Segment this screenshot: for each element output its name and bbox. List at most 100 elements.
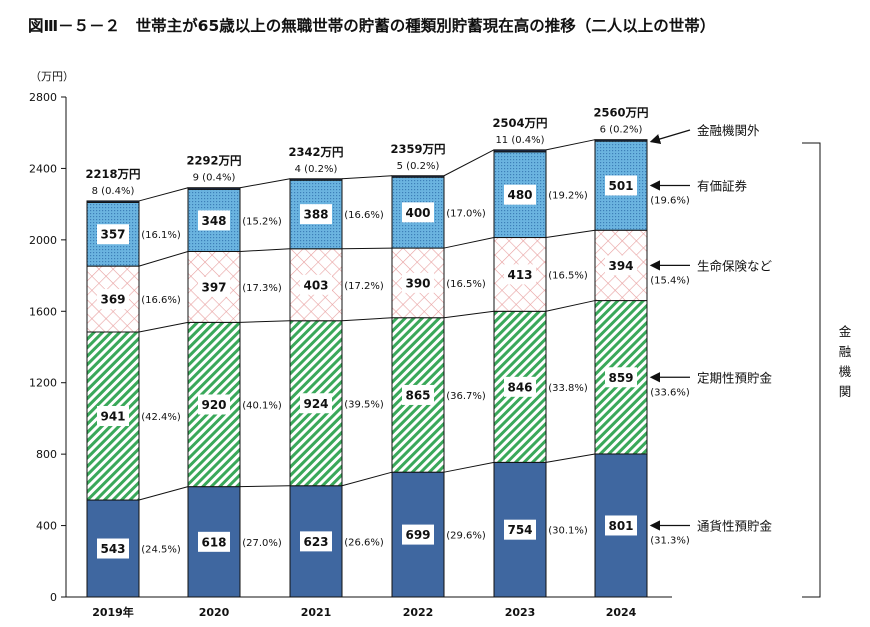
data-label-box — [198, 276, 230, 297]
y-axis-label: （万円） — [30, 70, 74, 83]
legend-label: 金融機関外 — [697, 123, 760, 138]
data-label: 11 (0.4%) — [495, 135, 544, 146]
data-label: 6 (0.2%) — [600, 125, 643, 136]
connector-line — [443, 237, 495, 249]
total-label: 2342万円 — [288, 145, 343, 159]
share-label: (15.2%) — [242, 216, 282, 227]
data-label-box — [402, 524, 434, 545]
data-label-box — [402, 202, 434, 223]
data-label-box — [605, 515, 637, 536]
connector-line — [138, 486, 189, 501]
data-label: 865 — [405, 388, 430, 402]
connector-line — [545, 139, 596, 151]
share-label: (27.0%) — [242, 538, 282, 549]
y-tick-label: 2800 — [29, 91, 57, 104]
share-label: (24.5%) — [141, 545, 181, 556]
bar-segment — [493, 149, 547, 153]
bar-segment — [594, 139, 648, 142]
connector-line — [443, 461, 495, 473]
legend-label: 生命保険など — [697, 258, 773, 273]
data-label: 924 — [303, 397, 328, 411]
data-label: 9 (0.4%) — [193, 173, 236, 184]
x-tick-label: 2024 — [606, 606, 637, 619]
data-label-box — [198, 210, 230, 231]
y-tick-label: 800 — [36, 448, 57, 461]
data-label-box — [97, 406, 129, 427]
share-label: (17.2%) — [344, 281, 384, 292]
data-label: 8 (0.4%) — [92, 186, 135, 197]
share-label: (16.5%) — [446, 279, 486, 290]
legend-label: 通貨性預貯金 — [697, 518, 773, 533]
share-label: (16.1%) — [141, 230, 181, 241]
data-label-box — [605, 367, 637, 388]
data-label-box — [198, 531, 230, 552]
data-label-box — [300, 274, 332, 295]
data-label: 754 — [507, 523, 532, 537]
x-tick-label: 2022 — [403, 606, 434, 619]
data-label: 543 — [100, 542, 125, 556]
data-label: 4 (0.2%) — [295, 164, 338, 175]
data-label-box — [97, 289, 129, 310]
total-label: 2504万円 — [492, 116, 547, 130]
y-tick-label: 1200 — [29, 377, 57, 390]
data-label-box — [300, 393, 332, 414]
share-label: (33.8%) — [548, 383, 588, 394]
share-label: (15.4%) — [650, 275, 690, 286]
share-label: (16.6%) — [344, 210, 384, 221]
data-label: 400 — [405, 206, 430, 220]
data-label: 5 (0.2%) — [397, 161, 440, 172]
bracket-label-char: 金 — [839, 324, 852, 339]
connector-line — [341, 175, 393, 180]
y-tick-label: 1600 — [29, 305, 57, 318]
data-label: 920 — [201, 398, 226, 412]
legend-label: 有価証券 — [697, 178, 748, 193]
bracket — [802, 142, 821, 598]
share-label: (31.3%) — [650, 535, 690, 546]
share-label: (26.6%) — [344, 537, 384, 548]
bar-segment — [86, 200, 140, 203]
y-tick-label: 400 — [36, 520, 57, 533]
connector-line — [341, 471, 393, 487]
x-tick-label: 2021 — [301, 606, 332, 619]
data-label: 394 — [608, 259, 633, 273]
data-label: 388 — [303, 208, 328, 222]
y-tick-label: 2000 — [29, 234, 57, 247]
data-label: 413 — [507, 268, 532, 282]
data-label-box — [198, 394, 230, 415]
data-label: 501 — [608, 179, 633, 193]
data-label-box — [300, 204, 332, 225]
data-label-box — [504, 264, 536, 285]
data-label: 623 — [303, 535, 328, 549]
bar-segment — [187, 187, 241, 190]
data-label: 618 — [201, 535, 226, 549]
legend-arrow — [649, 129, 691, 145]
x-tick-label: 2020 — [199, 606, 230, 619]
bracket-label-char: 関 — [839, 384, 852, 399]
connector-line — [138, 187, 189, 202]
share-label: (33.6%) — [650, 387, 690, 398]
share-label: (29.6%) — [446, 531, 486, 542]
connector-line — [545, 300, 596, 312]
share-label: (40.1%) — [242, 401, 282, 412]
data-label: 480 — [507, 188, 532, 202]
connector-line — [545, 453, 596, 463]
share-label: (42.4%) — [141, 412, 181, 423]
y-tick-label: 2400 — [29, 162, 57, 175]
connector-line — [443, 310, 495, 319]
connector-line — [239, 248, 291, 252]
total-label: 2560万円 — [593, 106, 648, 120]
data-label: 699 — [405, 528, 430, 542]
share-label: (39.5%) — [344, 399, 384, 410]
total-label: 2359万円 — [390, 142, 445, 156]
connector-line — [239, 178, 291, 189]
data-label: 397 — [201, 280, 226, 294]
share-label: (17.0%) — [446, 208, 486, 219]
data-label-box — [605, 175, 637, 196]
data-label-box — [402, 272, 434, 293]
data-label: 941 — [100, 410, 125, 424]
connector-line — [138, 321, 189, 333]
bracket-label-char: 機 — [839, 364, 852, 379]
connector-line — [239, 485, 291, 488]
